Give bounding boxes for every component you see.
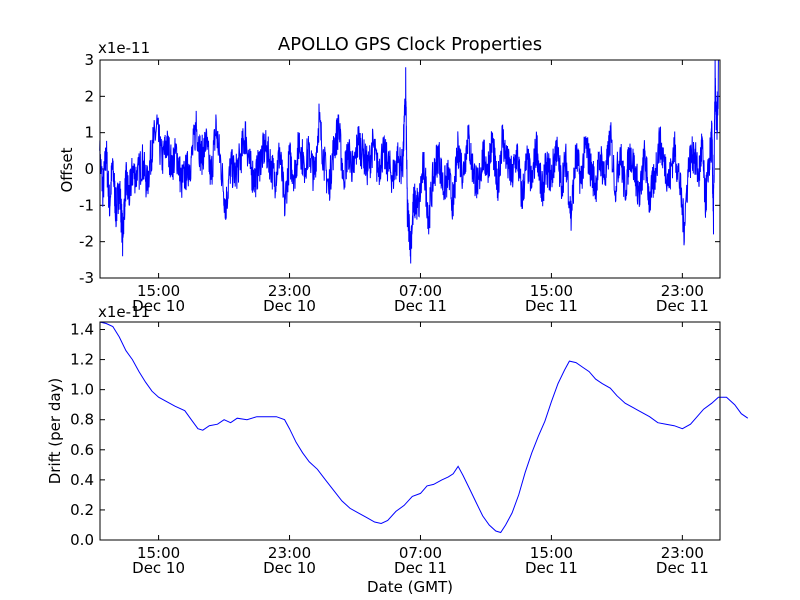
offset-ytick-label: 2 [84,87,94,105]
offset-ytick-label: 1 [84,124,94,142]
offset-xtick-time-label: 15:00 [137,282,180,300]
drift-ytick-label: 0.8 [70,411,94,429]
offset-series-line [99,59,719,264]
drift-ytick-label: 1.4 [70,321,94,339]
offset-ytick-label: -3 [79,269,94,287]
drift-ytick-label: 0.4 [70,471,94,489]
offset-xtick-date-label: Dec 11 [525,297,578,315]
drift-xtick-date-label: Dec 11 [656,559,709,577]
offset-ytick-label: -2 [79,233,94,251]
offset-xtick-time-label: 15:00 [530,282,573,300]
drift-plot-frame [99,321,721,541]
drift-xtick-time-label: 15:00 [530,544,573,562]
drift-xtick-time-label: 15:00 [137,544,180,562]
offset-axis-label: Offset [58,147,76,192]
drift-series-line [99,321,749,534]
drift-ytick-label: 0.6 [70,441,94,459]
offset-ytick-label: 3 [84,51,94,69]
offset-y-ticks: -3 -2 -1 0 1 2 3 [79,51,720,287]
offset-plot-frame [99,59,721,279]
offset-xtick-time-label: 07:00 [399,282,442,300]
drift-xtick-time-label: 07:00 [399,544,442,562]
drift-xtick-date-label: Dec 11 [394,559,447,577]
drift-ytick-label: 0.2 [70,501,94,519]
drift-xtick-date-label: Dec 11 [525,559,578,577]
drift-ytick-label: 1.0 [70,381,94,399]
drift-ytick-label: 1.2 [70,351,94,369]
x-axis-label: Date (GMT) [367,578,453,596]
offset-ytick-label: -1 [79,196,94,214]
drift-y-ticks: 0.0 0.2 0.4 0.6 0.8 1.0 1.2 1.4 [70,321,720,549]
drift-xtick-time-label: 23:00 [268,544,311,562]
drift-axis-label: Drift (per day) [46,378,64,485]
drift-multiplier-label: x1e-11 [98,303,150,321]
offset-xtick-time-label: 23:00 [661,282,704,300]
chart-title: APOLLO GPS Clock Properties [278,34,542,55]
drift-ytick-label: 0.0 [70,531,94,549]
offset-ytick-label: 0 [84,160,94,178]
drift-xtick-date-label: Dec 10 [263,559,316,577]
offset-xtick-time-label: 23:00 [268,282,311,300]
drift-xtick-date-label: Dec 10 [132,559,185,577]
drift-xtick-time-label: 23:00 [661,544,704,562]
offset-xtick-date-label: Dec 10 [132,297,185,315]
offset-xtick-date-label: Dec 10 [263,297,316,315]
offset-multiplier-label: x1e-11 [98,39,150,57]
offset-xtick-date-label: Dec 11 [394,297,447,315]
drift-panel: x1e-11 Drift (per day) 0.0 0.2 0.4 0.6 0.8 1.… [46,303,749,596]
offset-xtick-date-label: Dec 11 [656,297,709,315]
